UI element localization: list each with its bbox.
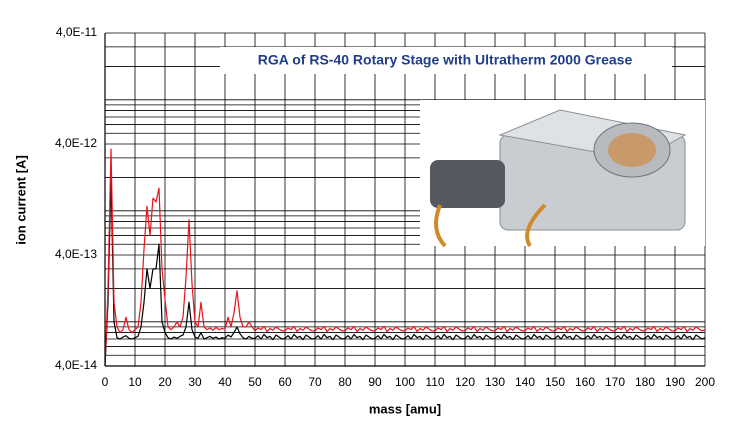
x-tick-label: 200 xyxy=(695,375,715,389)
y-axis-label: ion current [A] xyxy=(13,155,28,245)
x-tick-label: 0 xyxy=(102,375,109,389)
x-tick-label: 50 xyxy=(248,375,262,389)
x-tick-label: 180 xyxy=(635,375,655,389)
series-line xyxy=(104,176,706,367)
x-tick-label: 160 xyxy=(575,375,595,389)
y-tick-label: 4,0E-11 xyxy=(56,25,97,39)
x-tick-label: 60 xyxy=(278,375,292,389)
series-line xyxy=(104,148,706,367)
y-tick-label: 4,0E-12 xyxy=(55,136,97,150)
x-tick-label: 10 xyxy=(128,375,142,389)
x-tick-label: 130 xyxy=(485,375,505,389)
x-tick-label: 80 xyxy=(338,375,352,389)
x-axis-label: mass [amu] xyxy=(369,401,441,416)
x-tick-label: 120 xyxy=(455,375,475,389)
x-tick-label: 90 xyxy=(368,375,382,389)
x-tick-label: 100 xyxy=(395,375,415,389)
x-tick-label: 20 xyxy=(158,375,172,389)
x-tick-label: 150 xyxy=(545,375,565,389)
title-box xyxy=(220,47,672,74)
tick-labels: 4,0E-14 4,0E-13 4,0E-12 4,0E-11 0 10 20 30 40 50 6… xyxy=(55,25,715,389)
x-tick-label: 40 xyxy=(218,375,232,389)
y-tick-label: 4,0E-13 xyxy=(55,247,97,261)
x-tick-label: 140 xyxy=(515,375,535,389)
x-tick-label: 110 xyxy=(425,375,444,389)
plot xyxy=(104,148,706,367)
x-tick-label: 190 xyxy=(665,375,685,389)
chart-title: RGA of RS-40 Rotary Stage with Ultrather… xyxy=(258,52,633,68)
y-tick-label: 4,0E-14 xyxy=(55,358,97,372)
product-photo xyxy=(420,100,705,248)
x-tick-label: 170 xyxy=(605,375,625,389)
x-tick-label: 30 xyxy=(188,375,202,389)
x-tick-label: 70 xyxy=(308,375,322,389)
